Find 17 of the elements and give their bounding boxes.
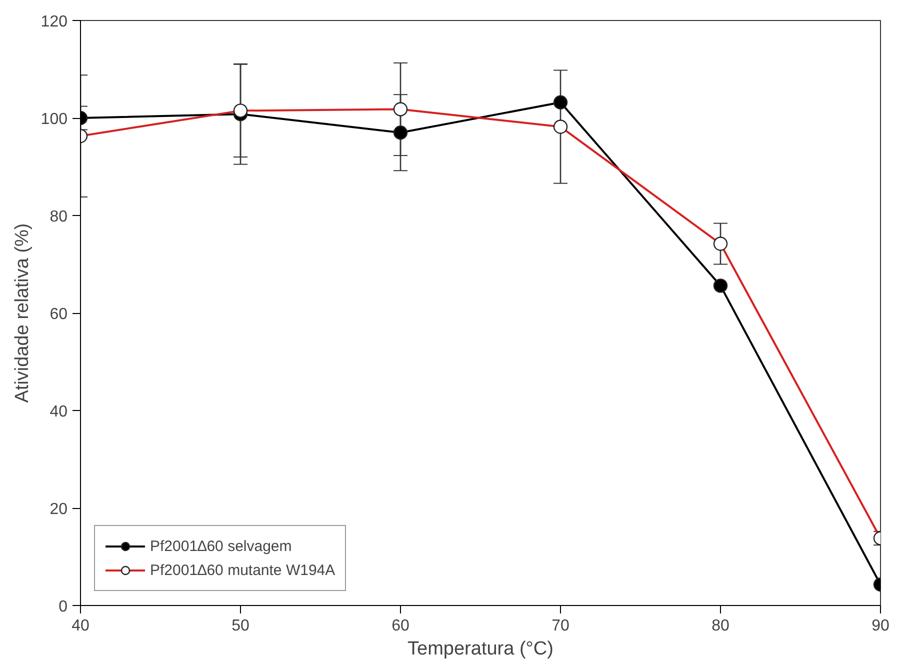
x-tick-label: 40	[72, 618, 90, 634]
legend-label: Pf2001∆60 selvagem	[150, 538, 292, 554]
x-tick-label: 90	[872, 618, 890, 634]
y-tick-label: 120	[40, 14, 68, 30]
y-tick-label: 40	[50, 404, 68, 420]
x-tick-label: 70	[552, 618, 570, 634]
y-tick-label: 80	[50, 208, 68, 226]
x-tick-label: 50	[232, 618, 250, 634]
y-tick-label: 0	[58, 598, 68, 616]
x-axis-title: Temperatura (°C)	[408, 638, 554, 660]
y-tick-label: 20	[50, 501, 68, 518]
y-axis-title: Atividade relativa (%)	[12, 223, 33, 403]
y-tick-label: 60	[50, 306, 68, 323]
legend-label: Pf2001∆60 mutante W194A	[150, 562, 336, 578]
x-tick-label: 80	[712, 618, 730, 634]
x-tick-label: 60	[392, 618, 410, 634]
y-tick-label: 100	[40, 111, 68, 128]
